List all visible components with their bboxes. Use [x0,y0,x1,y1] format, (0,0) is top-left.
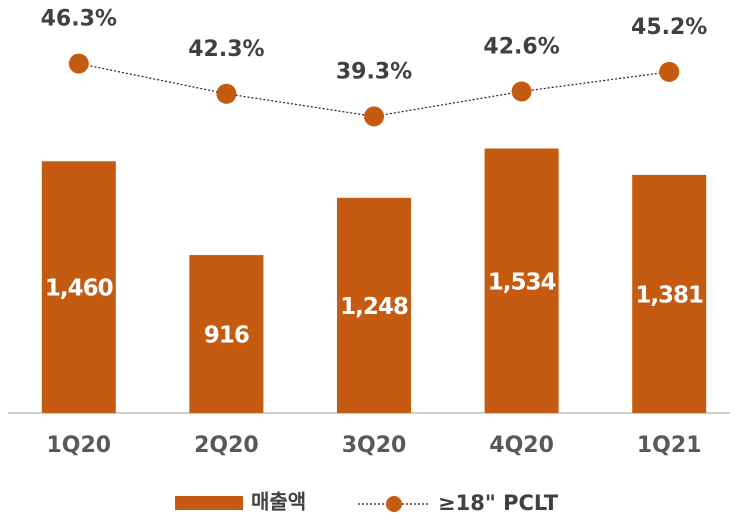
bar [189,255,264,413]
bar [632,174,707,413]
line-value-label: 42.3% [188,37,264,62]
line-marker [364,106,384,127]
bar-value-label: 1,460 [45,276,113,302]
bar [41,161,116,413]
bar [484,148,559,413]
legend-label: 매출액 [251,490,306,514]
bar-value-label: 1,381 [635,282,703,308]
x-tick-label: 2Q20 [194,433,259,458]
bar-value-label: 1,534 [488,269,556,295]
line-value-label: 45.2% [631,15,707,40]
legend-marker [386,496,402,512]
legend-swatch [175,496,243,510]
line-marker [659,61,680,82]
line-value-label: 46.3% [41,7,117,32]
bar-value-label: 916 [204,323,249,349]
line-value-label: 42.6% [483,34,559,59]
legend-label: ≥18" PCLT [438,491,559,515]
x-tick-label: 4Q20 [489,433,554,458]
line [78,62,670,118]
x-tick-label: 3Q20 [342,433,407,458]
line-marker [511,81,532,102]
bar [337,197,411,413]
bar-value-label: 1,248 [340,294,408,320]
line-marker [68,53,89,74]
line-value-label: 39.3% [336,59,412,84]
x-tick-label: 1Q21 [637,433,702,458]
line-marker [216,83,237,104]
x-tick-label: 1Q20 [46,433,111,458]
